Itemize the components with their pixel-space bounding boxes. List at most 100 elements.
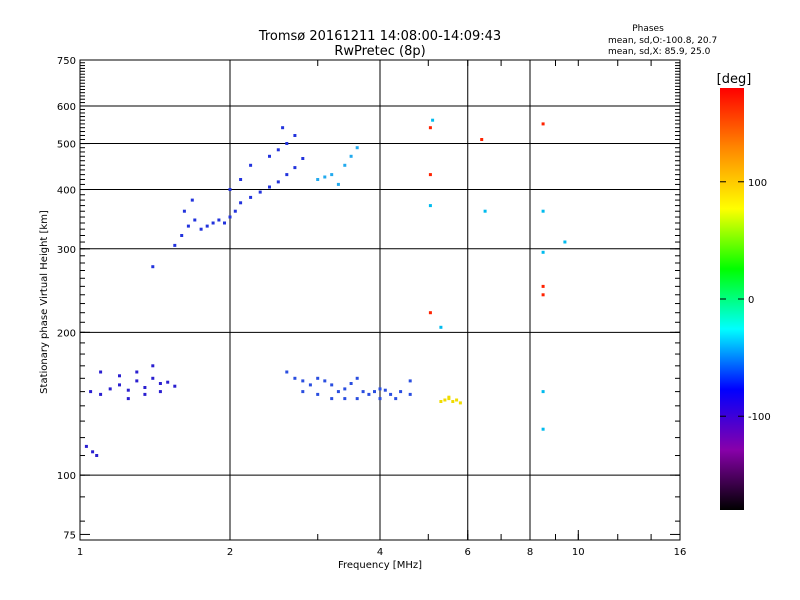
x-tick-label: 4 bbox=[377, 547, 383, 558]
x-tick-label: 16 bbox=[674, 547, 687, 558]
data-point bbox=[151, 364, 155, 368]
data-point bbox=[217, 218, 221, 222]
y-tick-label: 300 bbox=[57, 245, 76, 256]
data-point bbox=[301, 379, 305, 383]
data-point bbox=[428, 126, 432, 130]
data-point bbox=[91, 450, 95, 454]
data-point bbox=[483, 209, 487, 213]
data-point bbox=[293, 376, 297, 380]
data-point bbox=[355, 376, 359, 380]
data-point bbox=[186, 224, 190, 228]
y-tick-label: 500 bbox=[57, 140, 76, 151]
data-point bbox=[330, 383, 334, 387]
data-point bbox=[143, 392, 147, 396]
data-point bbox=[378, 387, 382, 391]
data-point bbox=[182, 209, 186, 213]
data-point bbox=[330, 173, 334, 177]
data-point bbox=[228, 215, 232, 219]
data-point bbox=[308, 383, 312, 387]
x-tick-label: 2 bbox=[227, 547, 233, 558]
data-point bbox=[361, 390, 365, 394]
data-point bbox=[541, 427, 545, 431]
stats-line-o: mean, sd,O:-100.8, 20.7 bbox=[608, 36, 717, 46]
data-point bbox=[330, 397, 334, 401]
data-point bbox=[239, 201, 243, 205]
data-point bbox=[431, 118, 435, 122]
data-point bbox=[249, 163, 253, 167]
data-point bbox=[293, 166, 297, 170]
stats-heading: Phases bbox=[632, 24, 664, 34]
data-point bbox=[126, 388, 130, 392]
data-point bbox=[281, 126, 285, 130]
data-point bbox=[285, 142, 289, 145]
data-point bbox=[336, 182, 340, 186]
chart-subtitle: RwPretec (8p) bbox=[334, 44, 425, 59]
data-point bbox=[293, 134, 297, 137]
data-point bbox=[355, 397, 359, 401]
data-point bbox=[541, 209, 545, 213]
data-point bbox=[190, 198, 194, 202]
data-point bbox=[228, 188, 232, 191]
x-tick-label: 1 bbox=[77, 547, 83, 558]
data-point bbox=[285, 370, 289, 374]
data-point bbox=[158, 390, 162, 394]
data-point bbox=[268, 185, 271, 189]
colorbar-tick-label: -100 bbox=[748, 412, 771, 423]
data-point bbox=[541, 250, 545, 254]
data-point bbox=[394, 397, 398, 401]
data-point bbox=[323, 175, 327, 179]
y-tick-label: 750 bbox=[57, 56, 76, 67]
data-point bbox=[180, 234, 184, 237]
y-tick-label: 400 bbox=[57, 186, 76, 197]
data-point bbox=[367, 392, 371, 396]
data-point bbox=[158, 382, 162, 385]
data-point bbox=[268, 154, 271, 158]
data-point bbox=[541, 122, 545, 126]
data-point bbox=[451, 400, 455, 403]
x-tick-label: 6 bbox=[465, 547, 471, 558]
data-point bbox=[343, 397, 347, 401]
data-point bbox=[439, 325, 443, 329]
data-point bbox=[541, 293, 545, 297]
data-point bbox=[89, 390, 93, 394]
colorbar-tick-label: 0 bbox=[748, 295, 754, 306]
data-point bbox=[276, 148, 280, 152]
data-point bbox=[173, 384, 177, 388]
data-point bbox=[428, 204, 432, 208]
data-point bbox=[301, 390, 305, 394]
data-point bbox=[323, 379, 327, 383]
data-point bbox=[389, 392, 393, 396]
data-point bbox=[233, 209, 237, 213]
data-point bbox=[211, 221, 215, 225]
data-point bbox=[343, 387, 347, 391]
data-point bbox=[99, 370, 103, 374]
data-point bbox=[343, 163, 347, 167]
data-point bbox=[443, 398, 447, 402]
data-point bbox=[118, 383, 121, 387]
y-tick-label: 600 bbox=[57, 102, 76, 113]
data-point bbox=[563, 240, 567, 244]
data-point bbox=[428, 173, 432, 177]
data-point bbox=[205, 224, 209, 228]
y-tick-label: 100 bbox=[57, 471, 76, 482]
data-point bbox=[316, 392, 320, 396]
data-point bbox=[173, 243, 177, 247]
data-point bbox=[378, 397, 382, 401]
data-point bbox=[151, 376, 155, 380]
x-tick-label: 10 bbox=[572, 547, 585, 558]
data-point bbox=[541, 284, 545, 288]
colorbar-tick-label: 100 bbox=[748, 178, 767, 189]
data-point bbox=[95, 454, 99, 457]
data-point bbox=[455, 398, 459, 402]
data-point bbox=[383, 388, 387, 392]
data-point bbox=[199, 227, 203, 231]
x-axis-label: Frequency [MHz] bbox=[338, 560, 422, 571]
data-point bbox=[336, 390, 340, 394]
data-point bbox=[166, 380, 170, 384]
data-point bbox=[301, 157, 305, 160]
data-point bbox=[408, 392, 412, 396]
data-point bbox=[135, 379, 139, 383]
data-point bbox=[193, 218, 197, 222]
data-point bbox=[408, 379, 412, 383]
data-point bbox=[126, 397, 130, 401]
